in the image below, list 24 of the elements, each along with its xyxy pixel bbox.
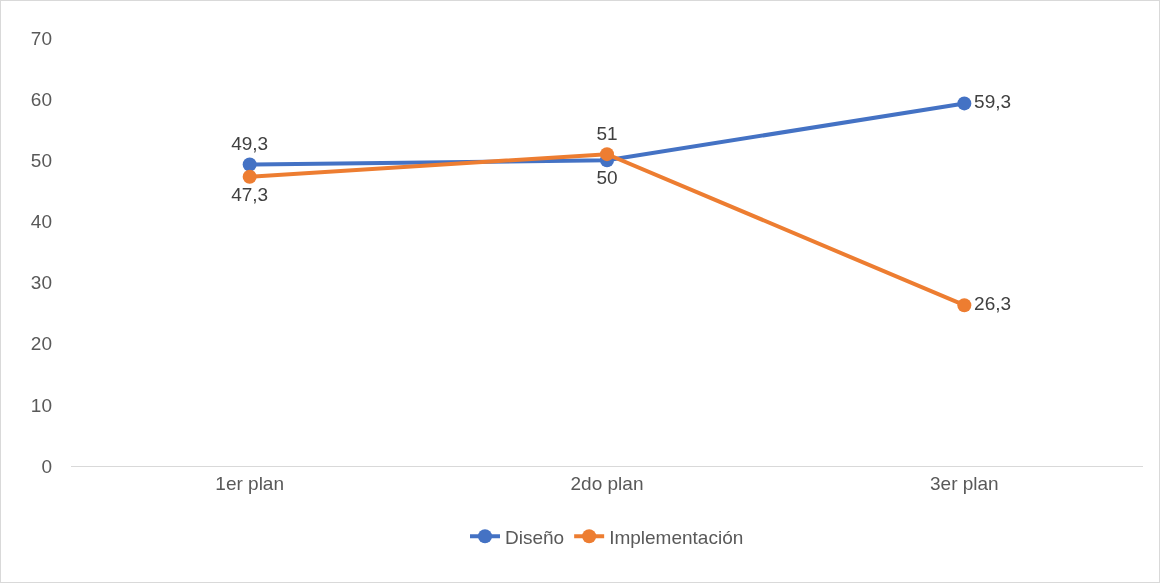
legend-label: Diseño <box>505 526 565 548</box>
y-tick-label: 0 <box>41 455 52 477</box>
x-tick-label: 3er plan <box>929 472 999 494</box>
y-tick-label: 10 <box>30 394 52 416</box>
point <box>957 96 972 111</box>
data-label: 26,3 <box>974 292 1012 314</box>
data-label: 49,3 <box>231 133 269 155</box>
point <box>600 147 614 162</box>
data-label: 50 <box>596 167 618 189</box>
data-label: 59,3 <box>974 91 1012 113</box>
point <box>242 157 257 172</box>
y-tick-label: 20 <box>30 333 52 355</box>
data-label: 51 <box>596 122 618 144</box>
legend-label: Implementación <box>609 526 744 548</box>
y-tick-label: 30 <box>30 272 52 294</box>
x-tick-label: 2do plan <box>570 472 644 494</box>
y-tick-label: 40 <box>30 211 52 233</box>
y-tick-label: 70 <box>30 27 52 49</box>
data-label: 47,3 <box>231 183 269 205</box>
y-tick-label: 50 <box>30 149 52 171</box>
point <box>957 298 972 313</box>
point <box>242 169 257 184</box>
x-tick-label: 1er plan <box>215 472 285 494</box>
y-tick-label: 60 <box>30 88 52 110</box>
